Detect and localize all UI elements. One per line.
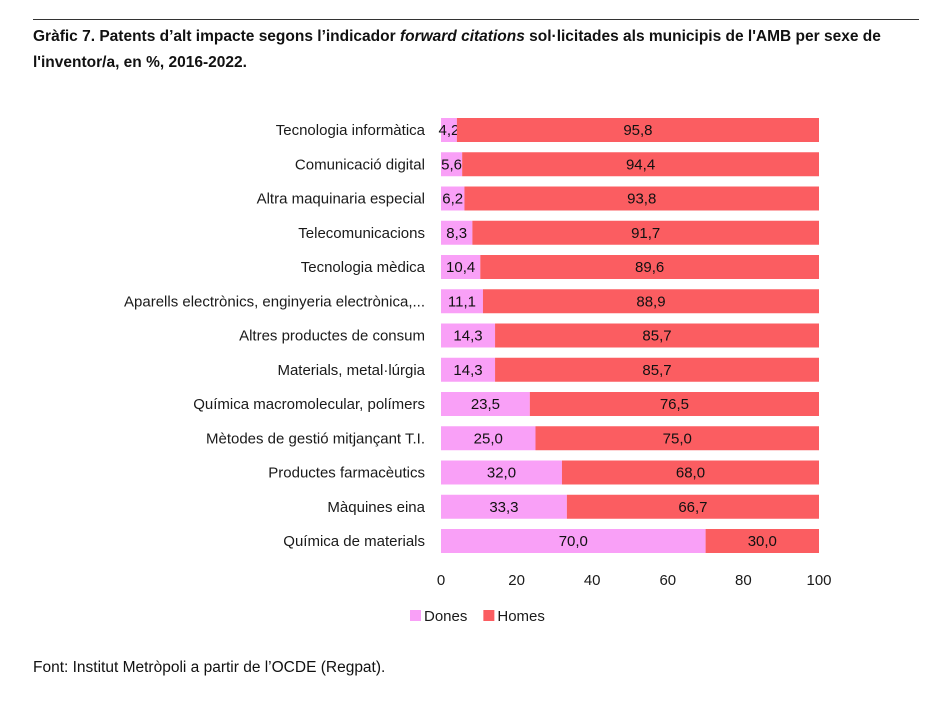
data-label-homes: 95,8: [623, 122, 652, 139]
category-label: Altra maquinaria especial: [257, 191, 425, 208]
title-text-part1: Gràfic 7. Patents d’alt impacte segons l…: [33, 28, 400, 45]
data-label-homes: 89,6: [635, 259, 664, 276]
x-tick-label: 60: [659, 572, 676, 589]
bar-segment-dones: [441, 392, 530, 416]
data-label-homes: 91,7: [631, 225, 660, 242]
data-label-dones: 11,1: [448, 293, 476, 310]
bar-segment-dones: [441, 152, 463, 177]
category-label: Materials, metal·lúrgia: [277, 362, 425, 379]
category-label: Comunicació digital: [295, 156, 425, 173]
data-label-homes: 85,7: [642, 328, 671, 345]
category-label: Telecomunicacions: [298, 225, 425, 242]
data-label-dones: 14,3: [453, 362, 482, 379]
category-label: Productes farmacèutics: [268, 465, 425, 482]
bar-segment-homes: [561, 460, 819, 485]
legend-swatch-homes: [483, 610, 495, 621]
data-label-homes: 93,8: [627, 191, 656, 208]
data-label-homes: 66,7: [678, 499, 707, 516]
data-label-homes: 75,0: [663, 430, 692, 447]
title-text-italic: forward citations: [399, 28, 525, 45]
bar-segment-homes: [495, 323, 819, 348]
data-label-dones: 10,4: [446, 259, 475, 276]
data-label-homes: 94,4: [626, 156, 655, 173]
bar-segment-dones: [441, 289, 483, 314]
bar-segment-dones: [441, 494, 567, 519]
x-tick-label: 100: [806, 572, 831, 589]
legend-label-dones: Dones: [424, 608, 467, 625]
data-label-dones: 14,3: [453, 328, 482, 345]
bar-segment-homes: [482, 289, 819, 314]
data-label-homes: 88,9: [636, 293, 665, 310]
bar-segment-dones: [441, 118, 457, 142]
legend-swatch-dones: [410, 610, 421, 621]
data-label-dones: 8,3: [446, 225, 467, 242]
data-label-dones: 6,2: [442, 191, 463, 208]
legend-label-homes: Homes: [497, 608, 545, 625]
category-label: Química de materials: [283, 533, 425, 550]
category-label: Tecnologia mèdica: [301, 259, 426, 276]
bar-segment-dones: [441, 426, 536, 451]
data-label-homes: 85,7: [642, 362, 671, 379]
bar-segment-dones: [441, 460, 562, 485]
title-rule: [33, 19, 919, 20]
bar-segment-homes: [495, 357, 819, 382]
bar-segment-homes: [705, 529, 819, 553]
bar-segment-homes: [480, 255, 819, 279]
bar-segment-homes: [535, 426, 819, 451]
bar-segment-homes: [529, 392, 819, 416]
bar-segment-homes: [566, 494, 819, 519]
bar-segment-dones: [441, 220, 473, 245]
data-label-dones: 23,5: [471, 396, 500, 413]
data-label-dones: 5,6: [441, 156, 462, 173]
bar-segment-homes: [464, 186, 819, 211]
category-label: Mètodes de gestió mitjançant T.I.: [206, 430, 425, 447]
source-note: Font: Institut Metròpoli a partir de l’O…: [33, 659, 386, 676]
data-label-dones: 70,0: [559, 533, 588, 550]
data-label-dones: 4,2: [439, 122, 460, 139]
x-tick-label: 20: [508, 572, 525, 589]
category-label: Altres productes de consum: [239, 328, 425, 345]
bar-segment-homes: [456, 118, 819, 142]
data-label-dones: 32,0: [487, 465, 516, 482]
data-label-dones: 33,3: [489, 499, 518, 516]
bar-segment-dones: [441, 323, 496, 348]
chart-title: Gràfic 7. Patents d’alt impacte segons l…: [33, 24, 923, 76]
bar-segment-homes: [472, 220, 819, 245]
bar-segment-homes: [462, 152, 819, 177]
x-tick-label: 80: [735, 572, 752, 589]
bar-segment-dones: [441, 529, 706, 553]
title-text-part2: sol·licitades als municipis de l'AMB per…: [33, 28, 881, 71]
category-label: Màquines eina: [327, 499, 425, 516]
x-tick-label: 0: [437, 572, 445, 589]
data-label-homes: 76,5: [660, 396, 689, 413]
category-label: Química macromolecular, polímers: [193, 396, 425, 413]
category-label: Aparells electrònics, enginyeria electrò…: [124, 293, 425, 310]
data-label-homes: 30,0: [748, 533, 777, 550]
bar-segment-dones: [441, 357, 496, 382]
bar-segment-dones: [441, 186, 465, 211]
x-tick-label: 40: [584, 572, 601, 589]
category-label: Tecnologia informàtica: [276, 122, 426, 139]
data-label-dones: 25,0: [474, 430, 503, 447]
data-label-homes: 68,0: [676, 465, 705, 482]
bar-segment-dones: [441, 255, 481, 279]
